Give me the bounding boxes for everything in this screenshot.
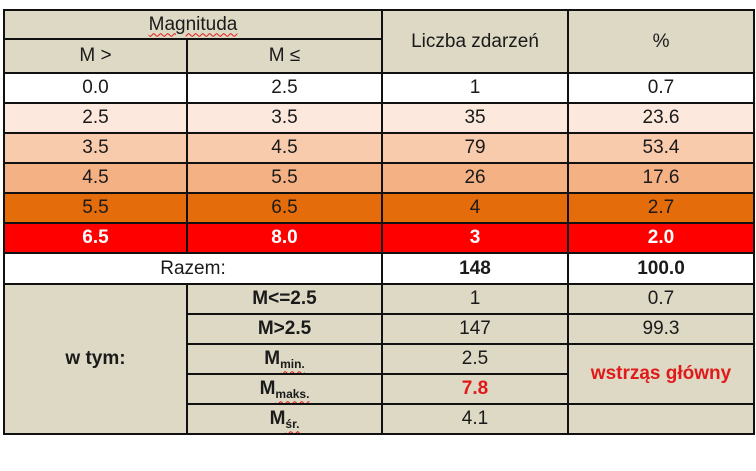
m-gt-header: M > [3, 38, 188, 74]
m-avg-value: 4.1 [381, 403, 570, 435]
row-count: 26 [381, 162, 570, 194]
main-shock-note: wstrząs główny [567, 343, 756, 405]
row-m-le: 5.5 [185, 162, 384, 194]
m-max-sub: maks. [275, 386, 310, 401]
row-m-le: 2.5 [185, 72, 384, 104]
m-le-25-label: M<=2.5 [185, 283, 384, 315]
row-percent: 53.4 [567, 132, 756, 164]
row-percent: 0.7 [567, 72, 756, 104]
data-row: 5.5 6.5 4 2.7 [3, 192, 756, 224]
m-avg-label: Mśr. [185, 403, 384, 435]
data-row: 3.5 4.5 79 53.4 [3, 132, 756, 164]
row-count: 35 [381, 102, 570, 134]
total-label: Razem: [2, 252, 384, 285]
row-count: 1 [381, 72, 570, 104]
row-count: 79 [381, 132, 570, 164]
m-le-25-count: 1 [381, 283, 570, 315]
magnitude-table: Magnituda Liczba zdarzeń % M > M ≤ 0.0 2… [2, 9, 756, 435]
m-avg-empty [567, 403, 756, 435]
m-gt-25-label: M>2.5 [185, 313, 384, 345]
data-row: 4.5 5.5 26 17.6 [3, 162, 756, 194]
row-m-gt: 4.5 [3, 162, 188, 194]
row-m-le: 3.5 [185, 102, 384, 134]
row-m-le: 6.5 [185, 192, 384, 224]
total-row: Razem: 148 100.0 [2, 252, 756, 285]
m-max-value: 7.8 [381, 373, 570, 405]
data-row: 0.0 2.5 1 0.7 [3, 72, 756, 104]
magnitude-group-header: Magnituda [2, 9, 384, 40]
row-m-le: 4.5 [185, 132, 384, 164]
row-m-gt: 3.5 [3, 132, 188, 164]
row-m-gt: 2.5 [3, 102, 188, 134]
row-percent: 23.6 [567, 102, 756, 134]
total-percent: 100.0 [567, 252, 756, 285]
count-header: Liczba zdarzeń [381, 9, 570, 74]
row-percent: 2.0 [567, 222, 756, 254]
m-min-value: 2.5 [381, 343, 570, 375]
main-shock-text: wstrząs główny [590, 363, 732, 384]
m-min-label: Mmin. [185, 343, 384, 375]
m-le-header: M ≤ [185, 38, 384, 74]
row-m-le: 8.0 [185, 222, 384, 254]
row-m-gt: 6.5 [3, 222, 188, 254]
row-count: 3 [381, 222, 570, 254]
total-count: 148 [381, 252, 570, 285]
m-max-base: M [259, 377, 276, 399]
row-m-gt: 5.5 [3, 192, 188, 224]
m-min-base: M [264, 347, 281, 369]
data-row: 2.5 3.5 35 23.6 [3, 102, 756, 134]
m-gt-25-count: 147 [381, 313, 570, 345]
m-gt-25-percent: 99.3 [567, 313, 756, 345]
magnitude-group-label: Magnituda [148, 13, 238, 35]
m-avg-base: M [269, 407, 286, 429]
breakdown-label: w tym: [3, 283, 188, 435]
m-avg-sub: śr. [285, 416, 300, 431]
row-m-gt: 0.0 [3, 72, 188, 104]
m-le-25-percent: 0.7 [567, 283, 756, 315]
m-min-sub: min. [280, 356, 305, 371]
row-count: 4 [381, 192, 570, 224]
data-row: 6.5 8.0 3 2.0 [3, 222, 756, 254]
m-max-label: Mmaks. [185, 373, 384, 405]
percent-header: % [567, 9, 756, 74]
row-percent: 2.7 [567, 192, 756, 224]
row-percent: 17.6 [567, 162, 756, 194]
